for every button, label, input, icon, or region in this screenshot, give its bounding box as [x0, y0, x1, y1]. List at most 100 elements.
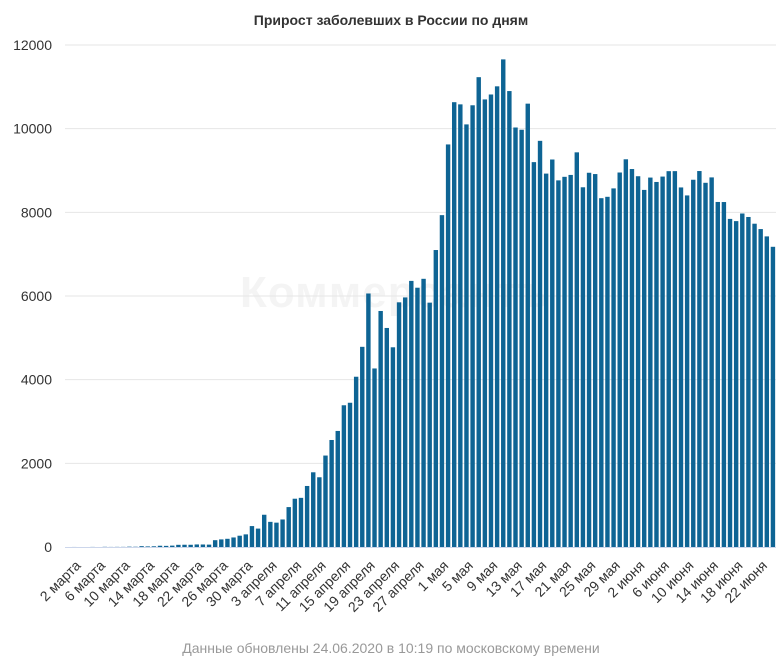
- bar: [378, 310, 383, 547]
- bar: [648, 177, 653, 547]
- bar: [360, 346, 365, 547]
- bar: [243, 534, 249, 547]
- bar: [592, 174, 598, 547]
- y-tick-label: 6000: [21, 288, 52, 304]
- bar: [525, 103, 530, 548]
- bar: [372, 368, 377, 547]
- bar: [709, 177, 714, 547]
- bar: [586, 172, 592, 547]
- bar: [599, 198, 604, 547]
- bars: [71, 59, 776, 548]
- y-tick-label: 0: [44, 539, 52, 555]
- bar: [311, 472, 316, 547]
- y-tick-label: 2000: [21, 455, 52, 471]
- bar: [629, 169, 635, 548]
- bar: [433, 250, 439, 547]
- bar: [157, 545, 163, 547]
- bar: [225, 538, 230, 547]
- bar: [642, 189, 647, 547]
- bar: [268, 521, 273, 547]
- bar: [672, 171, 678, 547]
- bar: [304, 485, 310, 547]
- bar: [329, 439, 334, 547]
- bar: [740, 213, 745, 547]
- bar: [445, 144, 451, 547]
- bar: [335, 430, 340, 547]
- bar: [770, 246, 776, 548]
- bar: [635, 176, 641, 548]
- bar: [562, 176, 567, 547]
- bar: [176, 544, 181, 547]
- bar: [488, 94, 494, 548]
- bar: [764, 236, 770, 547]
- update-footnote: Данные обновлены 24.06.2020 в 10:19 по м…: [182, 640, 600, 656]
- bar: [390, 347, 396, 547]
- bar: [200, 544, 206, 547]
- bar: [660, 176, 665, 547]
- bar: [341, 405, 347, 547]
- bar: [746, 216, 751, 548]
- bar: [464, 124, 469, 548]
- chart-title: Прирост заболевших в России по дням: [253, 12, 529, 28]
- bar: [494, 86, 500, 547]
- bar: [237, 535, 242, 547]
- bar: [684, 195, 690, 547]
- bar: [513, 127, 518, 547]
- y-tick-label: 4000: [21, 372, 52, 388]
- bar: [170, 545, 175, 547]
- bar: [574, 152, 579, 547]
- y-tick-label: 10000: [13, 121, 52, 137]
- y-tick-label: 8000: [21, 204, 52, 220]
- bar: [482, 99, 488, 548]
- bar: [317, 477, 322, 547]
- bar: [188, 544, 193, 547]
- bar: [421, 278, 426, 547]
- bar: [347, 402, 353, 547]
- bar: [543, 173, 549, 547]
- bar: [323, 455, 328, 547]
- bar: [151, 546, 157, 547]
- bar: [531, 162, 537, 547]
- bar: [249, 526, 255, 547]
- bar: [678, 187, 684, 547]
- bar: [292, 498, 298, 547]
- bar: [623, 159, 629, 548]
- bar: [752, 223, 757, 547]
- bar: [733, 221, 739, 547]
- bar: [384, 327, 389, 547]
- y-axis-ticks: 0 2000 4000 6000 8000 10000 12000: [13, 37, 52, 555]
- bar: [721, 202, 727, 548]
- bar: [452, 102, 457, 547]
- bar: [715, 201, 720, 547]
- bar: [194, 544, 199, 547]
- bar: [519, 129, 524, 547]
- bar: [145, 546, 150, 547]
- bar: [280, 519, 285, 547]
- bar: [231, 537, 236, 547]
- bar: [139, 546, 144, 547]
- bar: [427, 302, 432, 547]
- y-tick-label: 12000: [13, 37, 52, 53]
- bar: [758, 229, 763, 547]
- bar: [703, 182, 708, 548]
- bar: [262, 514, 267, 547]
- bar: [439, 215, 445, 547]
- bar: [697, 171, 702, 548]
- bar: [402, 297, 408, 547]
- bar: [366, 293, 371, 547]
- bar: [605, 196, 610, 547]
- bar: [568, 174, 573, 547]
- bar: [550, 159, 555, 547]
- bar: [507, 91, 512, 547]
- bar: [537, 140, 543, 547]
- bar: [219, 539, 224, 547]
- bar: [470, 105, 475, 547]
- bar: [353, 376, 359, 547]
- bar: [666, 171, 671, 548]
- bar: [654, 181, 659, 547]
- bar: [415, 287, 420, 547]
- bar: [476, 77, 481, 548]
- bar: [580, 187, 586, 547]
